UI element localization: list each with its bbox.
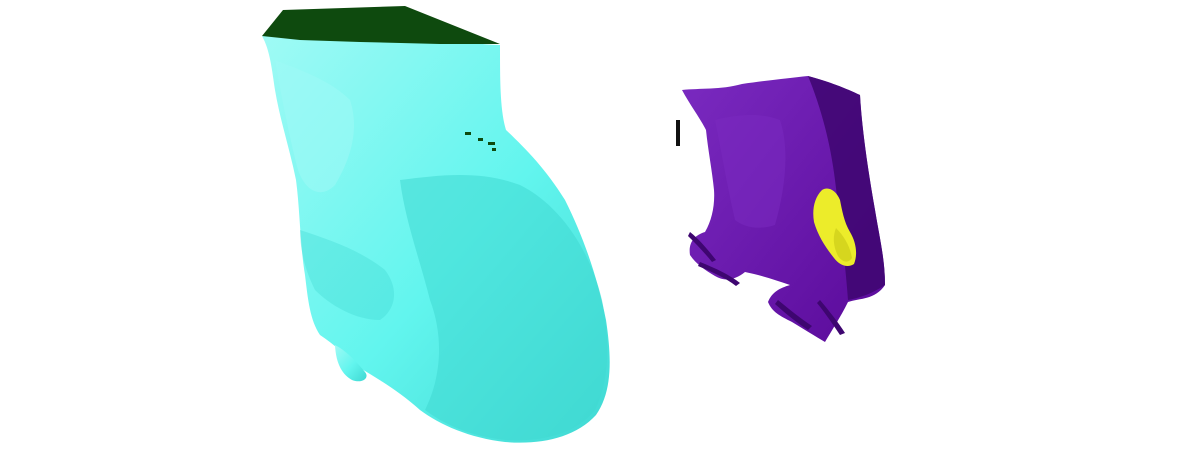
left-mesh-dark-specks [465,132,496,151]
right-mesh-model [676,76,885,342]
left-mesh-model [262,6,610,443]
left-mesh-lower-lobe [335,345,367,382]
left-mesh-fold [300,230,395,320]
right-mesh-insert-shade [833,228,852,262]
right-mesh-strands [688,232,845,335]
left-mesh-highlight [275,60,355,193]
right-mesh-artifact-mark [676,120,680,146]
right-mesh-highlight [715,115,786,228]
left-mesh-top-cap [262,6,500,44]
left-mesh-shade [400,175,608,441]
right-mesh-shade [808,76,885,300]
